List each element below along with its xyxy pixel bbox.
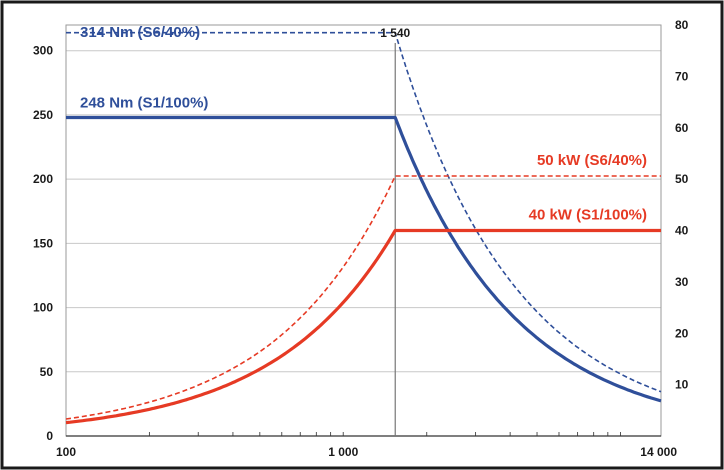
- series-label-2: 248 Nm (S1/100%): [80, 94, 208, 111]
- y-right-tick-label: 20: [675, 326, 689, 340]
- y-right-tick-label: 30: [675, 275, 689, 289]
- series-label-4: 40 kW (S1/100%): [529, 207, 647, 224]
- series-line-2: [66, 115, 662, 403]
- marker-label: 1 540: [380, 26, 410, 40]
- y-left-tick-label: 150: [33, 236, 53, 250]
- series-line-1: [66, 31, 662, 393]
- annotations: 1 540 314 Nm (S6/40%) 248 Nm (S1/100%) 50 k…: [80, 24, 647, 224]
- y-left-tick-label: 50: [40, 365, 54, 379]
- y-right-tick-label: 70: [675, 69, 689, 83]
- grid: [66, 50, 661, 373]
- series: [65, 31, 662, 425]
- series-line-3: [65, 175, 661, 420]
- x-tick-label: 1 000: [328, 445, 358, 459]
- series-line-4: [65, 228, 661, 425]
- y-left-tick-label: 300: [33, 44, 53, 58]
- x-tick-label: 14 000: [640, 445, 677, 459]
- y-right-tick-label: 80: [675, 18, 689, 32]
- series-label-1: 314 Nm (S6/40%): [80, 24, 200, 41]
- y-left-tick-label: 200: [33, 172, 53, 186]
- x-tick-label: 100: [56, 445, 76, 459]
- y-left-tick-label: 250: [33, 108, 53, 122]
- y-right-tick-label: 50: [675, 172, 689, 186]
- y-left-tick-label: 0: [46, 429, 53, 443]
- y-right-tick-label: 40: [675, 224, 689, 238]
- y-right-tick-label: 10: [675, 378, 689, 392]
- y-left-tick-label: 100: [33, 301, 53, 315]
- series-label-3: 50 kW (S6/40%): [537, 152, 647, 169]
- y-right-tick-label: 60: [675, 121, 689, 135]
